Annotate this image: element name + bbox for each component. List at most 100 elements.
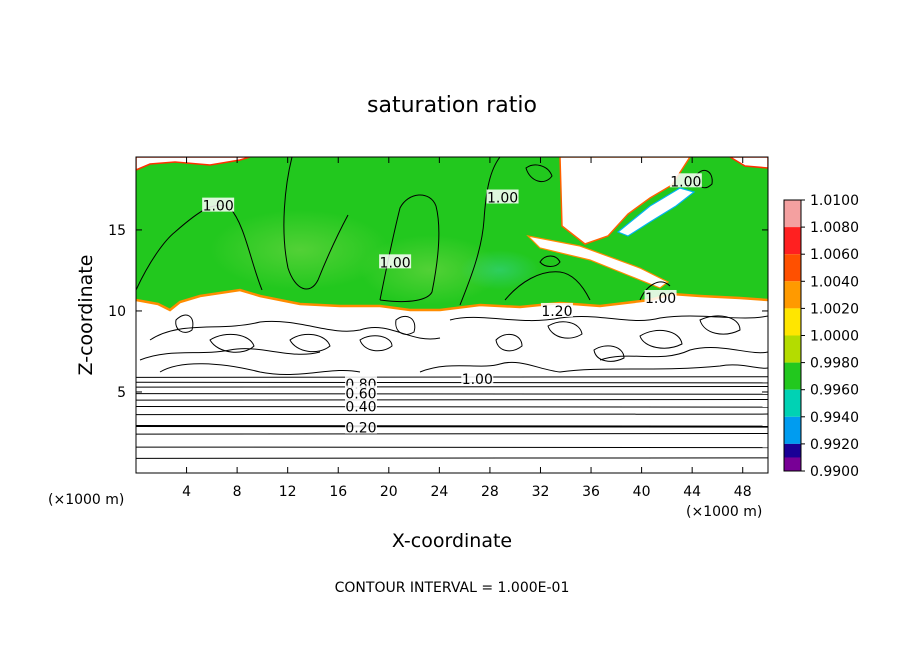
contour-line	[136, 425, 768, 428]
contour-line	[289, 333, 331, 353]
contour-label-backing	[344, 419, 377, 434]
contour-label-backing	[461, 371, 494, 386]
x-tick-label: 32	[532, 484, 550, 500]
colorbar-segment	[784, 200, 801, 214]
contour-lines	[136, 157, 768, 375]
x-unit-label-right: (×1000 m)	[686, 504, 762, 520]
contour-line	[639, 281, 671, 301]
x-axis-title: X-coordinate	[392, 530, 512, 552]
contour-label: 1.00	[670, 174, 701, 190]
x-tick-label: 20	[380, 484, 398, 500]
field-white-streak	[616, 187, 696, 237]
contour-line	[175, 314, 194, 333]
contour-label-backing	[486, 189, 519, 204]
colorbar-segment	[784, 227, 801, 255]
x-tick-label: 44	[683, 484, 701, 500]
plot-frame	[135, 156, 769, 474]
colorbar-segment	[784, 308, 801, 336]
contour-line	[209, 333, 255, 353]
contour-line	[283, 157, 349, 290]
contour-labels: 1.001.001.001.001.001.201.000.800.600.40…	[202, 173, 702, 437]
colorbar-segment	[784, 335, 801, 363]
colorbar-segment	[784, 389, 801, 417]
colorbar-label: 0.9960	[810, 383, 859, 399]
field-light-patch	[360, 235, 500, 305]
colorbar-label: 1.0060	[810, 247, 859, 263]
x-tick-label: 16	[329, 484, 347, 500]
colorbar-label: 1.0000	[810, 329, 859, 345]
colorbar-label: 1.0020	[810, 301, 859, 317]
contour-label: 1.00	[487, 191, 518, 207]
contour-line	[559, 364, 768, 373]
x-tick-label: 40	[633, 484, 651, 500]
contour-label-backing	[379, 254, 412, 269]
field-top-edge	[728, 157, 768, 169]
field-white-streak	[526, 235, 670, 289]
contour-line	[525, 164, 553, 183]
x-tick-label: 24	[430, 484, 448, 500]
contour-line	[593, 345, 625, 362]
contour-line	[136, 413, 768, 416]
contour-label: 1.00	[462, 372, 493, 388]
contour-line	[136, 376, 768, 378]
chart-title: saturation ratio	[367, 93, 537, 118]
contour-line	[539, 255, 561, 267]
contour-line	[136, 406, 768, 408]
x-tick-label: 12	[279, 484, 297, 500]
contour-label-backing	[344, 385, 377, 400]
contour-line	[504, 271, 591, 301]
contour-line	[459, 157, 501, 306]
contour-line	[136, 433, 768, 435]
x-tick-label: 8	[233, 484, 242, 500]
colorbar-segment	[784, 281, 801, 309]
colorbar-label: 0.9940	[810, 410, 859, 426]
y-tick-label: 5	[117, 385, 126, 401]
colorbar-segment	[784, 457, 801, 471]
contour-label-backing	[540, 302, 573, 317]
contour-label: 1.00	[645, 291, 676, 307]
contour-line	[149, 320, 441, 341]
colorbar-segment	[784, 254, 801, 282]
contour-line	[547, 321, 583, 339]
contour-label-backing	[344, 398, 377, 413]
colorbar-label: 0.9900	[810, 464, 859, 480]
contour-label-backing	[669, 173, 702, 188]
colorbar-label: 1.0080	[810, 220, 859, 236]
colorbar-label: 1.0040	[810, 274, 859, 290]
contour-line	[599, 347, 768, 361]
contour-label: 1.00	[380, 255, 411, 271]
contour-line	[139, 348, 321, 361]
contour-line	[699, 315, 741, 335]
y-axis: 5 10 15	[108, 223, 768, 401]
contour-line	[395, 316, 416, 335]
y-tick-label: 15	[108, 223, 126, 239]
contour-line	[136, 446, 768, 449]
colorbar: 1.0100 1.0080 1.0060 1.0040 1.0020 1.0000 0.99…	[783, 193, 859, 480]
contour-line	[136, 457, 768, 459]
contour-label: 0.40	[345, 400, 376, 416]
contour-label: 0.20	[345, 421, 376, 437]
contour-line	[639, 329, 683, 349]
x-tick-label: 48	[734, 484, 752, 500]
contour-line	[136, 398, 768, 401]
contour-label: 1.00	[203, 199, 234, 215]
contour-interval-note: CONTOUR INTERVAL = 1.000E-01	[335, 580, 570, 596]
x-tick-label: 36	[582, 484, 600, 500]
x-tick-label: 4	[182, 484, 191, 500]
colorbar-segment	[784, 416, 801, 444]
colorbar-label: 0.9920	[810, 437, 859, 453]
contour-line	[136, 393, 768, 395]
contour-line	[495, 333, 523, 352]
field-cyan-patch	[460, 250, 540, 290]
colorbar-segment	[784, 362, 801, 390]
field-white-plume	[559, 157, 691, 245]
contour-label: 1.20	[541, 304, 572, 320]
colorbar-label: 1.0100	[810, 193, 859, 209]
x-axis: 4 8 12 16 20 24 28 32 36 40 44 48	[182, 157, 752, 500]
y-tick-label: 10	[108, 304, 126, 320]
contour-label-backing	[202, 197, 235, 212]
contour-line	[136, 386, 768, 388]
contour-line	[136, 381, 768, 384]
x-unit-label-left: (×1000 m)	[48, 492, 124, 508]
